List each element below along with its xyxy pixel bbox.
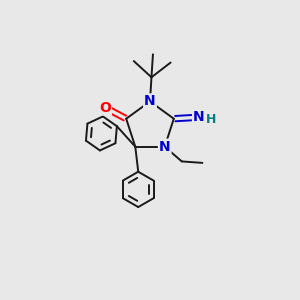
Text: H: H [206, 113, 216, 126]
Text: N: N [159, 140, 170, 154]
Text: N: N [193, 110, 205, 124]
Text: O: O [99, 100, 111, 115]
Text: N: N [144, 94, 156, 108]
